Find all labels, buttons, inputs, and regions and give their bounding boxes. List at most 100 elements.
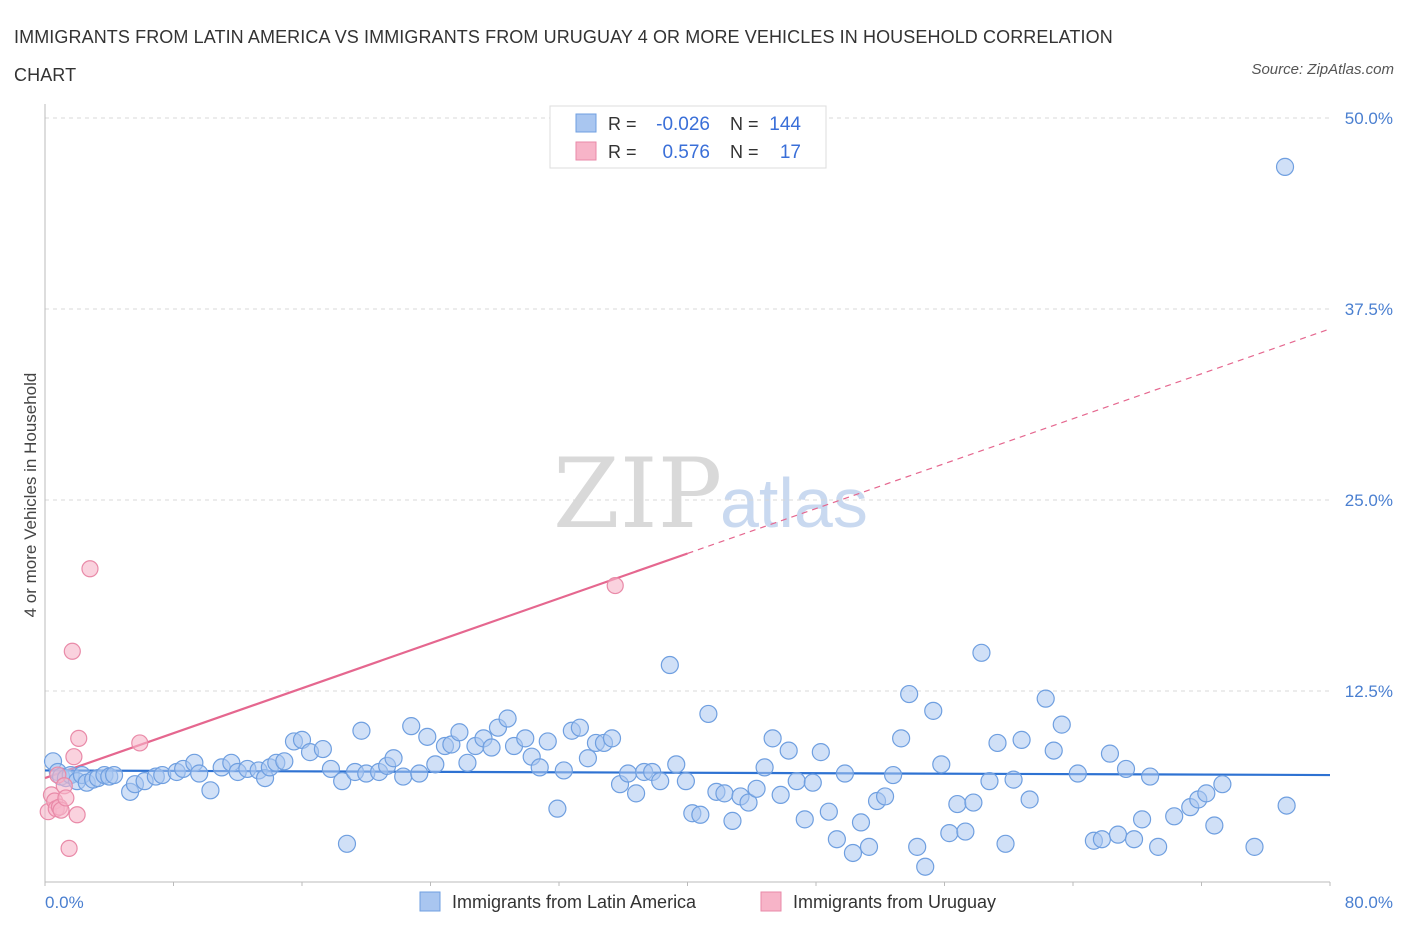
data-point-latin-america: [450, 723, 469, 742]
legend-n-label: N =: [730, 142, 759, 162]
data-point-latin-america: [835, 764, 855, 783]
y-tick-label: 37.5%: [1345, 300, 1393, 319]
data-point-latin-america: [1100, 744, 1120, 763]
data-point-latin-america: [1205, 816, 1224, 835]
data-point-latin-america: [1165, 807, 1184, 826]
data-point-latin-america: [900, 684, 919, 704]
data-point-latin-america: [384, 749, 403, 768]
data-point-latin-america: [956, 822, 975, 841]
data-point-latin-america: [691, 805, 710, 824]
data-point-latin-america: [1275, 157, 1295, 176]
data-point-latin-america: [530, 758, 549, 777]
data-point-uruguay: [131, 734, 149, 752]
data-point-latin-america: [755, 758, 774, 777]
data-point-latin-america: [402, 717, 421, 736]
data-point-latin-america: [578, 749, 598, 768]
y-tick-label: 12.5%: [1345, 682, 1393, 701]
data-point-latin-america: [811, 743, 830, 762]
data-point-latin-america: [908, 837, 927, 856]
data-point-latin-america: [1197, 784, 1216, 803]
data-point-latin-america: [964, 793, 983, 812]
data-point-latin-america: [851, 813, 871, 832]
data-point-latin-america: [803, 773, 822, 792]
data-point-latin-america: [1116, 759, 1136, 779]
bottom-legend-swatch-pink: [760, 891, 782, 912]
data-point-latin-america: [313, 739, 332, 759]
data-point-latin-america: [1004, 770, 1023, 789]
legend-r-label: R =: [608, 142, 637, 162]
data-point-uruguay: [68, 806, 86, 824]
data-point-latin-america: [394, 767, 413, 786]
watermark-atlas: atlas: [720, 464, 868, 542]
data-point-latin-america: [570, 718, 589, 737]
y-tick-label: 25.0%: [1345, 491, 1393, 510]
data-point-latin-america: [1020, 790, 1039, 809]
data-point-latin-america: [948, 794, 967, 814]
data-point-latin-america: [980, 772, 999, 791]
data-point-latin-america: [482, 738, 501, 757]
data-point-latin-america: [618, 764, 638, 783]
data-point-uruguay: [63, 642, 81, 660]
data-point-latin-america: [1108, 825, 1128, 844]
data-point-latin-america: [932, 755, 951, 774]
data-points: [39, 157, 1296, 876]
legend-swatch-pink: [575, 141, 597, 161]
data-point-latin-america: [651, 772, 670, 791]
x-tick-label-max: 80.0%: [1345, 893, 1393, 912]
data-point-latin-america: [1277, 796, 1296, 815]
data-point-latin-america: [333, 772, 352, 791]
legend-n-value: 144: [769, 114, 801, 135]
data-point-latin-america: [1140, 767, 1160, 786]
data-point-uruguay: [57, 789, 75, 807]
data-point-latin-america: [426, 755, 445, 774]
data-point-latin-america: [795, 810, 814, 829]
data-point-latin-america: [1124, 830, 1144, 849]
data-point-latin-america: [883, 765, 903, 785]
data-point-latin-america: [819, 802, 838, 821]
x-tick-label-min: 0.0%: [45, 893, 84, 912]
data-point-latin-america: [1068, 764, 1087, 783]
data-point-latin-america: [916, 857, 935, 876]
gridlines: [45, 117, 1330, 692]
data-point-latin-america: [779, 741, 798, 760]
data-point-latin-america: [827, 830, 846, 849]
data-point-latin-america: [715, 784, 734, 803]
data-point-latin-america: [972, 643, 991, 662]
data-point-uruguay: [81, 560, 99, 578]
data-point-latin-america: [538, 732, 557, 751]
data-point-latin-america: [1012, 730, 1031, 749]
data-point-latin-america: [771, 785, 790, 805]
data-point-latin-america: [699, 704, 718, 724]
data-point-latin-america: [275, 752, 294, 771]
legend-r-value: 0.576: [662, 142, 710, 163]
data-point-latin-america: [626, 784, 646, 803]
data-point-latin-america: [739, 793, 758, 812]
data-point-latin-america: [859, 837, 879, 856]
data-point-latin-america: [667, 755, 686, 774]
data-point-latin-america: [516, 729, 535, 748]
bottom-legend-label-latin-america: Immigrants from Latin America: [452, 892, 697, 912]
data-point-uruguay: [70, 729, 88, 747]
source-credit: Source: ZipAtlas.com: [1251, 61, 1394, 78]
y-tick-label: 50.0%: [1345, 109, 1393, 128]
data-point-latin-america: [723, 811, 742, 830]
data-point-latin-america: [892, 729, 911, 748]
data-point-latin-america: [747, 779, 766, 798]
data-point-latin-america: [190, 764, 209, 783]
data-point-latin-america: [940, 824, 959, 843]
legend-box: R = -0.026 N = 144 R = 0.576 N = 17: [549, 105, 827, 169]
data-point-latin-america: [1044, 741, 1063, 760]
legend-n-label: N =: [730, 114, 759, 134]
legend-r-label: R =: [608, 114, 637, 134]
data-point-latin-america: [554, 761, 573, 780]
legend-r-value: -0.026: [656, 114, 710, 135]
y-axis-label: 4 or more Vehicles in Household: [21, 373, 40, 618]
trend-line-uruguay-projection: [687, 328, 1331, 555]
chart-title: IMMIGRANTS FROM LATIN AMERICA VS IMMIGRA…: [14, 27, 1113, 85]
data-point-latin-america: [988, 733, 1007, 753]
watermark-zip: ZIP: [553, 438, 722, 550]
data-point-latin-america: [1149, 837, 1168, 856]
data-point-uruguay: [65, 748, 83, 766]
data-point-latin-america: [996, 834, 1015, 853]
